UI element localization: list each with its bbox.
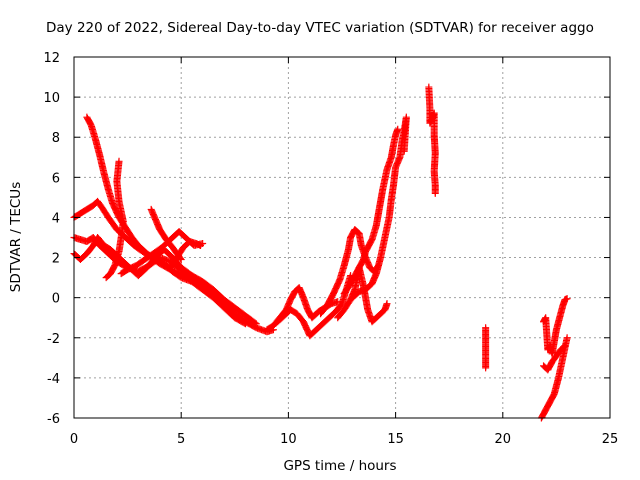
y-tick-label: 2 <box>52 252 60 267</box>
x-axis-title: GPS time / hours <box>283 458 396 474</box>
data-point <box>196 242 204 250</box>
series-track-5 <box>102 157 127 282</box>
data-point <box>240 319 248 327</box>
series-track-18 <box>540 295 571 358</box>
y-tick-label: 4 <box>52 211 60 226</box>
series-track-11 <box>317 225 382 318</box>
plot-frame <box>73 56 611 419</box>
y-tick-label: -4 <box>47 372 60 387</box>
x-tick-labels: 0 5 10 15 20 25 <box>70 432 618 447</box>
x-tick-label: 5 <box>177 432 185 447</box>
series-track-4 <box>83 113 250 328</box>
series-track-13 <box>340 125 402 298</box>
data-point <box>242 320 250 328</box>
x-tick-label: 25 <box>602 432 619 447</box>
x-tick-label: 0 <box>70 432 78 447</box>
data-point <box>115 157 123 165</box>
series-track-3 <box>70 234 207 290</box>
data-point <box>383 300 391 308</box>
series-track-14 <box>349 113 410 302</box>
data-point <box>482 364 490 372</box>
y-tick-label: 12 <box>43 51 60 66</box>
data-points <box>70 83 571 422</box>
series-track-16 <box>482 324 490 372</box>
data-point <box>251 319 259 327</box>
series-track-15 <box>425 83 439 197</box>
data-point <box>334 298 342 306</box>
series-track-19 <box>540 342 569 374</box>
y-tick-label: 6 <box>52 171 60 186</box>
series-track-8 <box>166 238 204 272</box>
chart-title: Day 220 of 2022, Sidereal Day-to-day VTE… <box>46 20 594 36</box>
axis-ticks <box>73 56 611 419</box>
data-point <box>177 256 185 264</box>
x-tick-label: 15 <box>387 432 404 447</box>
x-tick-label: 10 <box>280 432 297 447</box>
data-point <box>400 147 408 155</box>
y-tick-label: 10 <box>43 91 60 106</box>
x-tick-label: 20 <box>495 432 512 447</box>
grid-lines <box>74 57 610 418</box>
y-tick-label: 8 <box>52 131 60 146</box>
data-point <box>561 342 569 350</box>
data-point <box>394 125 402 133</box>
y-tick-label: -2 <box>47 332 60 347</box>
y-tick-label: -6 <box>47 412 60 427</box>
data-point <box>431 189 439 197</box>
data-point <box>252 320 260 328</box>
data-point <box>563 295 571 303</box>
y-axis-title: SDTVAR / TECUs <box>8 182 24 292</box>
y-tick-label: 0 <box>52 292 60 307</box>
y-tick-labels: -6 -4 -2 0 2 4 6 8 10 12 <box>43 51 60 427</box>
data-point <box>560 343 568 351</box>
data-point <box>563 334 571 342</box>
